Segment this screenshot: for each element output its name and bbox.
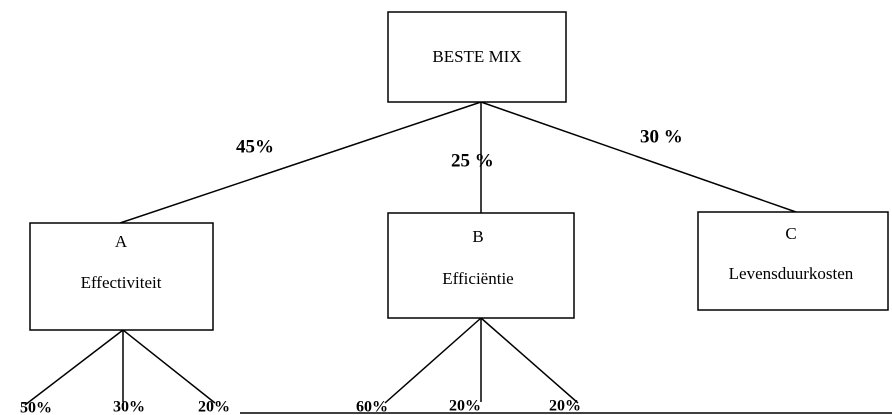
edge: [24, 329, 124, 406]
node-box: [697, 211, 889, 311]
node-box: [29, 222, 214, 331]
node-letter: A: [115, 232, 128, 251]
node-letter: B: [472, 227, 483, 246]
weight-label: 30 %: [640, 126, 683, 147]
sub-weight-label: 20%: [198, 399, 230, 415]
node-label: Levensduurkosten: [729, 264, 854, 283]
edge: [480, 101, 797, 213]
weight-label: 25 %: [451, 150, 494, 171]
node-box: [387, 212, 575, 319]
root-box: [387, 11, 567, 103]
sub-weight-label: 50%: [20, 400, 52, 415]
edge: [122, 329, 216, 404]
node-label: Efficiëntie: [442, 269, 513, 288]
sub-weight-label: 20%: [449, 398, 481, 415]
edge: [480, 317, 579, 404]
root-label: BESTE MIX: [432, 47, 521, 66]
edge: [119, 101, 482, 224]
sub-weight-label: 20%: [549, 398, 581, 415]
weight-label: 45%: [236, 136, 274, 157]
node-letter: C: [785, 224, 796, 243]
sub-weight-label: 60%: [356, 399, 388, 415]
node-label: Effectiviteit: [81, 273, 162, 292]
sub-weight-label: 30%: [113, 399, 145, 415]
edge: [384, 317, 482, 404]
